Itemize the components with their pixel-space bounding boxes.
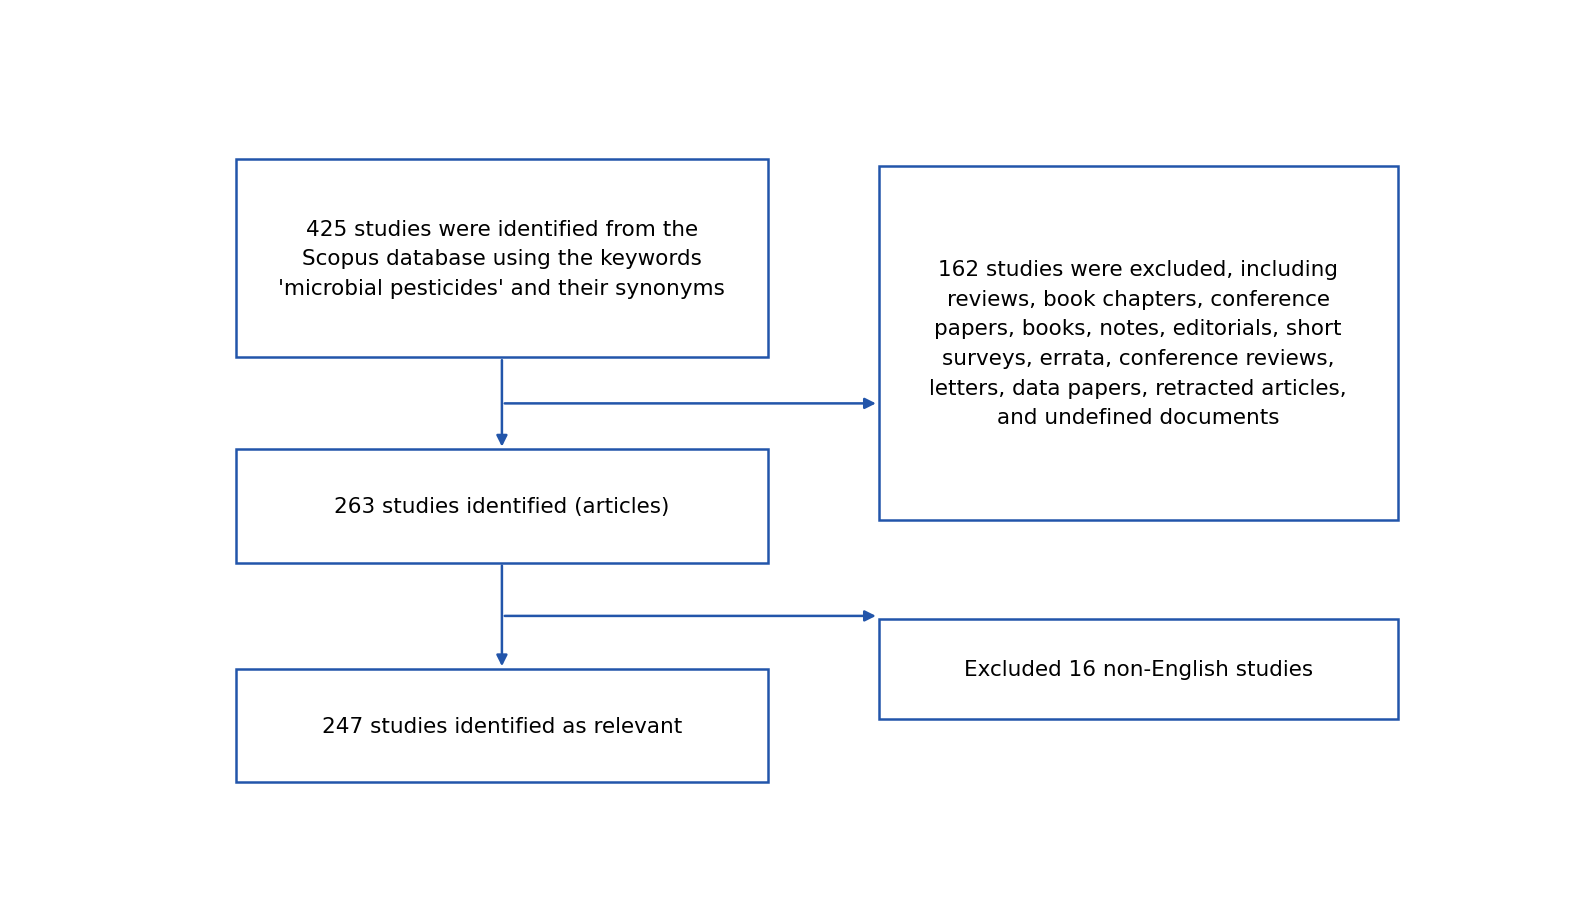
Text: 247 studies identified as relevant: 247 studies identified as relevant	[322, 716, 682, 736]
Text: 263 studies identified (articles): 263 studies identified (articles)	[335, 496, 669, 516]
Bar	[236, 450, 767, 563]
Bar	[878, 619, 1398, 719]
Text: 162 studies were excluded, including
reviews, book chapters, conference
papers, : 162 studies were excluded, including rev…	[929, 260, 1347, 427]
Bar	[236, 160, 767, 357]
Text: Excluded 16 non-English studies: Excluded 16 non-English studies	[963, 659, 1313, 679]
Bar	[878, 167, 1398, 521]
Text: 425 studies were identified from the
Scopus database using the keywords
'microbi: 425 studies were identified from the Sco…	[279, 220, 725, 299]
Bar	[236, 669, 767, 783]
